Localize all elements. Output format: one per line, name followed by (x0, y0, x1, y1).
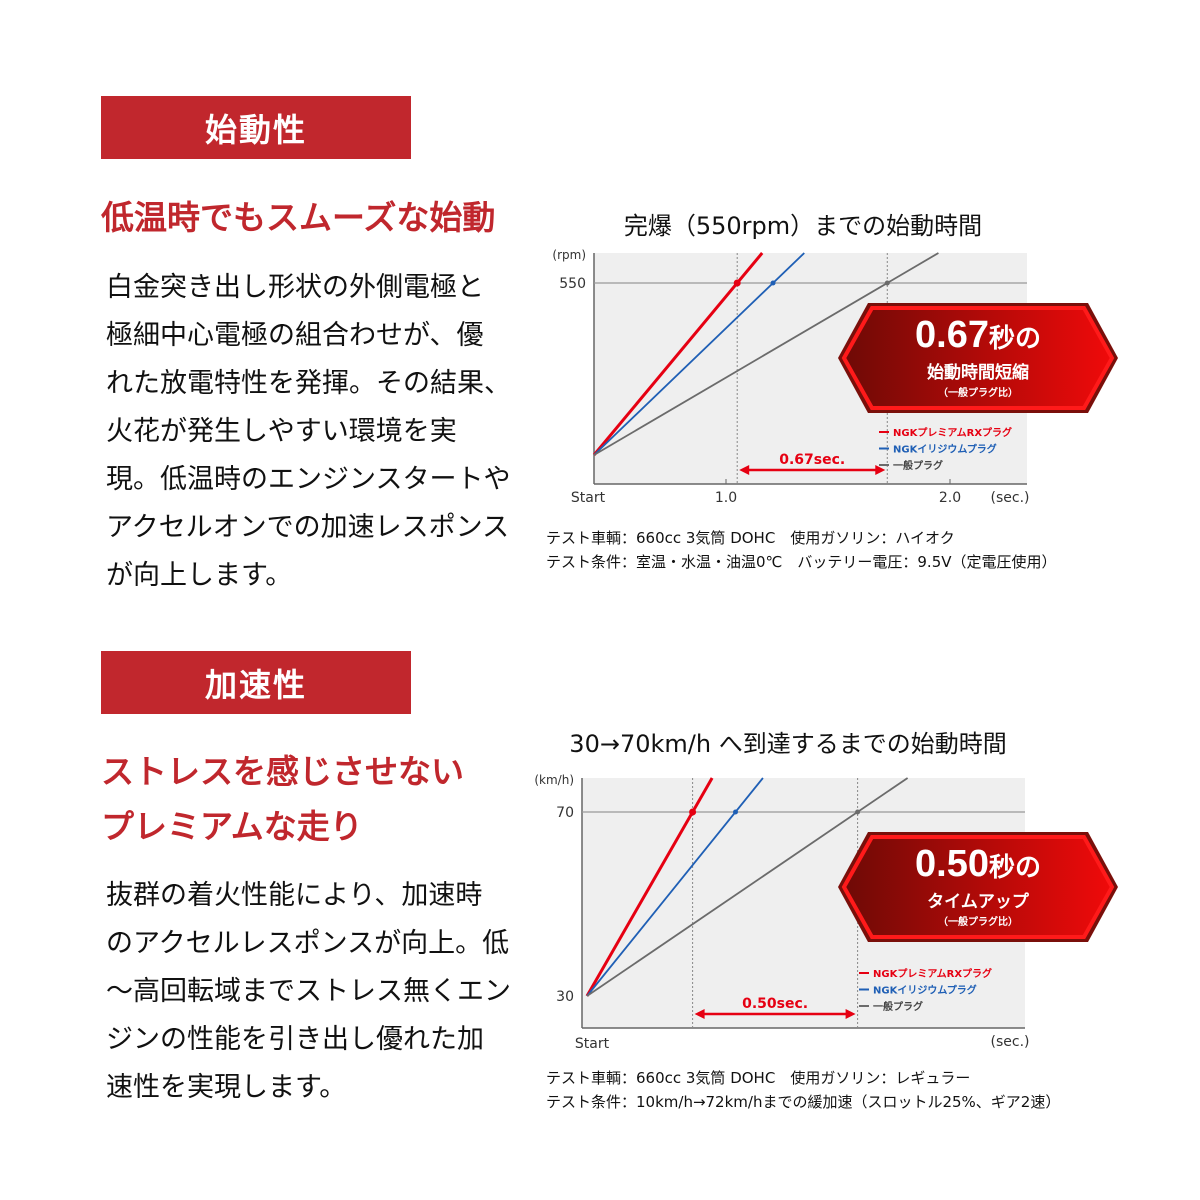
target-point (733, 809, 738, 815)
headline-line: ストレスを感じさせない (101, 752, 464, 791)
difference-label: 0.50sec. (742, 996, 808, 1012)
body-line: れた放電特性を発揮。その結果、 (106, 368, 511, 399)
test-notes: テスト車輌：660cc 3気筒 DOHC 使用ガソリン：ハイオク テスト条件：室… (546, 526, 1057, 574)
y-axis-label: (rpm) (552, 248, 586, 262)
series-line (586, 777, 909, 997)
legend-label: NGKイリジウムプラグ (873, 984, 977, 997)
badge-compare: （一般プラグ比） (938, 917, 1018, 928)
x-axis-label: (sec.) (991, 490, 1030, 506)
legend-label: NGKイリジウムプラグ (893, 443, 997, 456)
body-line: ジンの性能を引き出し優れた加 (106, 1024, 484, 1055)
result-badge: 0.67秒の 始動時間短縮 （一般プラグ比） (836, 300, 1120, 416)
series-line (593, 252, 805, 456)
hexagon-badge-shape (838, 303, 1118, 413)
badge-text: 始動時間短縮 (927, 363, 1029, 383)
body-line: 現。低温時のエンジンスタートや (106, 464, 511, 495)
body-line: が向上します。 (106, 560, 293, 591)
x-tick-label: Start (575, 1036, 610, 1052)
series-line (593, 252, 939, 456)
hexagon-badge-shape (838, 832, 1118, 942)
test-notes: テスト車輌：660cc 3気筒 DOHC 使用ガソリン：レギュラー テスト条件：… (546, 1066, 1060, 1114)
note-line: テスト車輌：660cc 3気筒 DOHC 使用ガソリン：レギュラー (546, 1069, 971, 1087)
body-line: 火花が発生しやすい環境を実 (106, 416, 457, 447)
y-tick-label: 30 (556, 989, 574, 1005)
arrow-head-right (875, 465, 886, 475)
difference-label: 0.67sec. (779, 452, 845, 468)
body-line: アクセルオンでの加速レスポンス (106, 512, 510, 543)
target-point (733, 279, 741, 287)
badge-value: 0.67秒の (915, 314, 1041, 356)
legend-label: NGKプレミアムRXプラグ (893, 426, 1012, 439)
badge-compare: （一般プラグ比） (938, 388, 1018, 399)
x-tick-label: Start (571, 490, 606, 506)
section-header-acceleration: 加速性 (101, 651, 411, 714)
target-point (689, 808, 697, 816)
result-badge: 0.50秒の タイムアップ （一般プラグ比） (836, 829, 1120, 945)
x-axis-label: (sec.) (991, 1034, 1030, 1050)
badge-text: タイムアップ (927, 892, 1029, 912)
series-line (592, 252, 764, 456)
legend-label: 一般プラグ (893, 459, 943, 472)
y-axis-label: (km/h) (534, 773, 574, 787)
headline-line: プレミアムな走り (101, 807, 363, 846)
note-line: テスト条件：室温・水温・油温0℃ バッテリー電圧：9.5V（定電圧使用） (546, 553, 1057, 571)
badge-value: 0.50秒の (915, 843, 1041, 885)
headline-line: 低温時でもスムーズな始動 (101, 198, 496, 237)
legend-label: NGKプレミアムRXプラグ (873, 967, 992, 980)
section-header-starting: 始動性 (101, 96, 411, 159)
section-headline: ストレスを感じさせない プレミアムな走り (101, 744, 464, 854)
target-point (770, 280, 776, 286)
target-point (884, 280, 890, 286)
legend-label: 一般プラグ (873, 1000, 923, 1013)
y-tick-label: 550 (559, 276, 586, 292)
target-point (855, 809, 861, 815)
body-line: のアクセルレスポンスが向上。低 (106, 928, 510, 959)
section-body: 抜群の着火性能により、加速時 のアクセルレスポンスが向上。低 ～高回転域までスト… (106, 872, 511, 1112)
series-line (586, 777, 764, 997)
body-line: 抜群の着火性能により、加速時 (106, 880, 483, 911)
body-line: 速性を実現します。 (106, 1072, 347, 1103)
body-line: 極細中心電極の組合わせが、優 (106, 320, 484, 351)
arrow-head-left (739, 465, 750, 475)
note-line: テスト条件：10km/h→72km/hまでの緩加速（スロットル25%、ギア2速） (546, 1093, 1061, 1111)
body-line: ～高回転域までストレス無くエン (106, 976, 511, 1007)
chart-acceleration-time: 30 70 (km/h) Start (sec.) NGKプレミアムRXプラグ NGKイリジ… (534, 773, 1030, 1052)
x-tick-label: 1.0 (715, 490, 737, 506)
chart-title: 30→70km/h へ到達するまでの始動時間 (569, 730, 1007, 758)
section-body: 白金突き出し形状の外側電極と 極細中心電極の組合わせが、優 れた放電特性を発揮。… (106, 264, 511, 600)
arrow-head-left (694, 1009, 705, 1019)
body-line: 白金突き出し形状の外側電極と (106, 272, 484, 303)
chart-title: 完爆（550rpm）までの始動時間 (623, 212, 983, 240)
y-tick-label: 70 (556, 805, 574, 821)
x-tick-label: 2.0 (939, 490, 961, 506)
note-line: テスト車輌：660cc 3気筒 DOHC 使用ガソリン：ハイオク (546, 529, 955, 547)
arrow-head-right (845, 1009, 856, 1019)
section-headline: 低温時でもスムーズな始動 (101, 190, 495, 245)
